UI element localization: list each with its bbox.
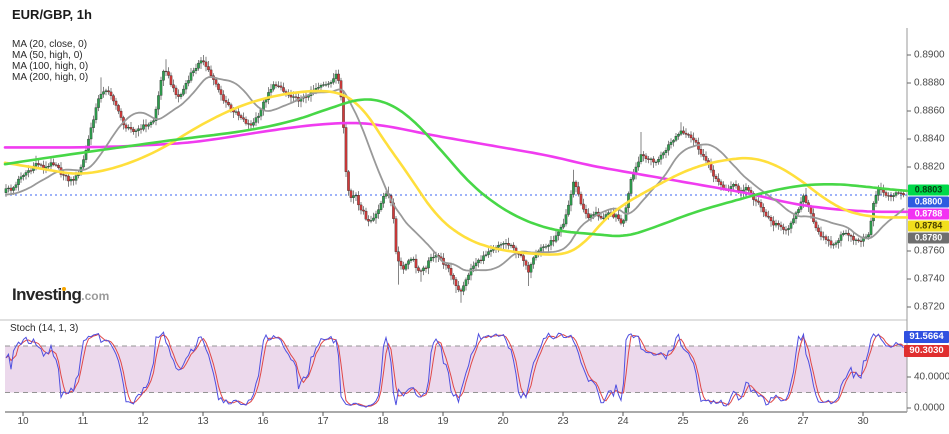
day-axis-label: 18 <box>377 416 389 427</box>
ma20-line <box>5 76 905 272</box>
stoch-d-line <box>5 333 904 407</box>
stoch-value-chip[interactable]: 90.3030 <box>904 344 949 357</box>
ma200-label: MA (200, high, 0) <box>12 72 89 83</box>
price-axis-label: 0.8900 <box>914 49 945 61</box>
day-axis-label: 20 <box>497 416 509 427</box>
price-chip[interactable]: 0.8800 <box>908 196 949 208</box>
stoch-k-line <box>5 331 904 408</box>
price-axis-label: 0.8760 <box>914 245 945 257</box>
day-axis-label: 26 <box>737 416 749 427</box>
price-chip[interactable]: 0.8803 <box>908 184 949 196</box>
stoch-axis-label: 0.0000 <box>914 402 945 414</box>
investing-logo: Investing.com <box>12 285 109 305</box>
symbol-title: EUR/GBP, 1h <box>12 7 92 22</box>
ma-legend: MA (20, close, 0) MA (50, high, 0) MA (1… <box>12 39 88 83</box>
ma50-label: MA (50, high, 0) <box>12 50 83 61</box>
price-chip[interactable]: 0.8784 <box>908 220 949 232</box>
price-axis-label: 0.8820 <box>914 161 945 173</box>
day-axis-label: 11 <box>77 416 89 427</box>
day-axis-label: 23 <box>557 416 569 427</box>
price-chip[interactable]: 0.8788 <box>908 208 949 220</box>
day-axis-label: 12 <box>137 416 149 427</box>
day-axis-label: 30 <box>857 416 869 427</box>
price-chip[interactable]: 0.8780 <box>908 232 949 244</box>
price-axis-label: 0.8860 <box>914 105 945 117</box>
day-axis-label: 10 <box>17 416 29 427</box>
price-axis-label: 0.8740 <box>914 273 945 285</box>
ma100-label: MA (100, high, 0) <box>12 61 89 72</box>
day-axis-label: 13 <box>197 416 209 427</box>
price-axis-label: 0.8880 <box>914 77 945 89</box>
day-axis-label: 27 <box>797 416 809 427</box>
logo-suffix: .com <box>81 289 110 303</box>
ma20-label: MA (20, close, 0) <box>12 39 88 50</box>
stoch-band <box>5 346 907 393</box>
logo-text: Investing <box>12 285 82 304</box>
day-axis-label: 16 <box>257 416 269 427</box>
stoch-indicator-label: Stoch (14, 1, 3) <box>10 323 79 334</box>
ma200-line <box>3 121 909 214</box>
price-axis-label: 0.8720 <box>914 301 945 313</box>
ma100-line <box>3 98 909 238</box>
day-axis-label: 24 <box>617 416 629 427</box>
day-axis-label: 19 <box>437 416 449 427</box>
ma50-line <box>3 89 909 256</box>
day-axis-label: 25 <box>677 416 689 427</box>
logo-orange-dot-icon <box>62 287 66 291</box>
price-axis-label: 0.8840 <box>914 133 945 145</box>
stoch-axis-label: 40.0000 <box>914 371 949 383</box>
day-axis-label: 17 <box>317 416 329 427</box>
stoch-value-chip[interactable]: 91.5664 <box>904 331 949 343</box>
